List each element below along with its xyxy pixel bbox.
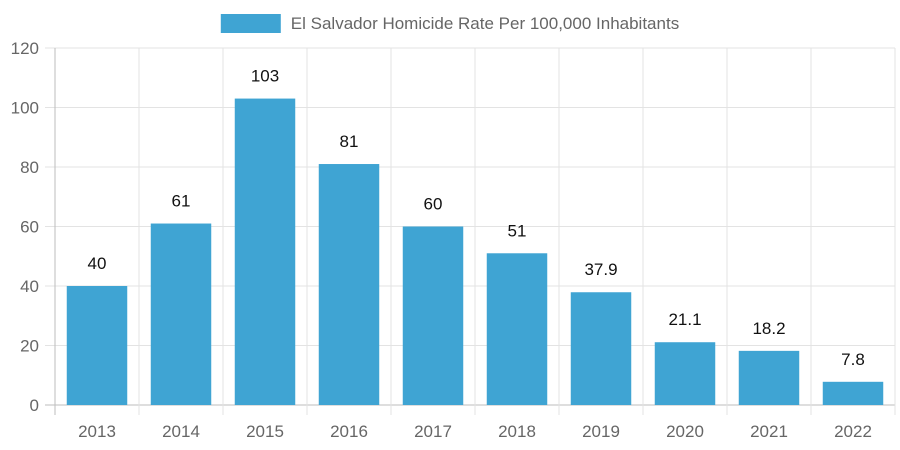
x-tick-label: 2018 [498, 422, 536, 441]
bar[interactable] [150, 223, 212, 405]
x-tick-label: 2014 [162, 422, 200, 441]
bar[interactable] [654, 342, 716, 405]
x-tick-label: 2019 [582, 422, 620, 441]
bar-value-label: 103 [251, 67, 279, 86]
axes: 0 20 40 60 80 100 120 2013 2014 2015 2016 2017 2018 2… [11, 39, 872, 441]
bar-value-label: 37.9 [584, 260, 617, 279]
y-tick-label: 120 [11, 39, 39, 58]
x-tick-label: 2021 [750, 422, 788, 441]
bar[interactable] [822, 381, 884, 405]
y-tick-label: 20 [20, 337, 39, 356]
bars [66, 98, 884, 406]
x-tick-label: 2017 [414, 422, 452, 441]
data-labels: 40 61 103 81 60 51 37.9 21.1 18.2 7.8 [88, 67, 865, 369]
bar[interactable] [738, 350, 800, 405]
bar-value-label: 51 [508, 221, 527, 240]
x-tick-label: 2015 [246, 422, 284, 441]
y-tick-label: 40 [20, 277, 39, 296]
y-tick-label: 80 [20, 158, 39, 177]
legend-label: El Salvador Homicide Rate Per 100,000 In… [291, 14, 679, 33]
legend-swatch [220, 14, 281, 33]
bar-value-label: 21.1 [668, 310, 701, 329]
y-tick-label: 60 [20, 218, 39, 237]
bar-value-label: 18.2 [752, 319, 785, 338]
bar[interactable] [402, 226, 464, 406]
bar[interactable] [318, 164, 380, 405]
bar[interactable] [66, 286, 128, 405]
legend[interactable]: El Salvador Homicide Rate Per 100,000 In… [220, 14, 679, 33]
bar-value-label: 81 [340, 132, 359, 151]
bar[interactable] [486, 253, 548, 405]
y-tick-label: 100 [11, 99, 39, 118]
x-tick-label: 2020 [666, 422, 704, 441]
x-tick-label: 2016 [330, 422, 368, 441]
bar-value-label: 7.8 [841, 350, 865, 369]
bar-value-label: 40 [88, 254, 107, 273]
x-tick-label: 2022 [834, 422, 872, 441]
x-tick-label: 2013 [78, 422, 116, 441]
y-tick-label: 0 [30, 396, 39, 415]
grid [45, 47, 896, 415]
bar-value-label: 61 [172, 192, 191, 211]
bar[interactable] [570, 292, 632, 405]
bar-value-label: 60 [424, 195, 443, 214]
bar[interactable] [234, 98, 296, 405]
